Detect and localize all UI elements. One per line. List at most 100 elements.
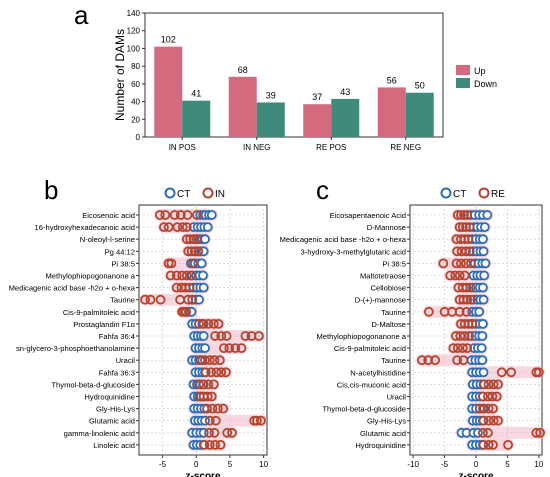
treatment-point [464,331,474,341]
treatment-point [172,222,183,233]
treatment-point [145,294,156,305]
treatment-point [461,246,471,257]
ct-point [477,331,488,341]
bar-down [182,100,211,137]
panel-letter-c: c [316,175,329,205]
metabolite-label: D-Mannose [367,223,406,232]
bar-up [377,87,406,137]
metabolite-label: Prostaglandin F1α [73,320,135,329]
treatment-point [483,379,494,390]
treatment-point [456,210,466,220]
metabolite-label: 16-hydroxyhexadecanoic acid [35,223,135,232]
metabolite-label: Cis-9-palmitoleic acid [334,344,406,353]
treatment-point [438,258,449,269]
x-axis-label: z-score [458,471,493,477]
metabolite-label: Gly-His-Lys [367,417,406,426]
treatment-point [464,222,475,233]
treatment-point [445,270,456,281]
treatment-point [451,258,462,269]
metabolite-label: Medicagenic acid base -h2o + o-hexa [9,284,136,293]
treatment-point [417,355,427,366]
legend-swatch-up [456,65,470,75]
x-tick-label: 5 [228,460,233,469]
metabolite-label: Hydroquinidine [355,441,406,450]
bar-up [303,104,332,137]
metabolite-label: Maltotetraose [360,272,406,281]
bar-value-label: 43 [340,87,350,97]
treatment-point [452,210,463,220]
treatment-point [448,343,459,354]
treatment-point [210,439,221,450]
ct-point [206,210,217,220]
treatment-point [466,258,476,269]
metabolite-label: Uracil [116,356,136,365]
treatment-point [207,403,218,414]
ct-point [480,258,491,269]
treatment-point [535,427,546,438]
treatment-point [211,367,222,378]
treatment-point [185,234,196,245]
y-axis-label-a: Number of DAMs [113,29,127,121]
treatment-point [503,439,513,450]
metabolite-label: 3-hydroxy-3-methylglutaric acid [300,247,406,256]
treatment-point [423,355,434,366]
treatment-point [459,234,470,245]
legend-label-up: Up [474,66,486,76]
ct-point [482,210,493,220]
bar-value-label: 68 [238,65,248,75]
ct-point [194,294,204,305]
treatment-point [478,427,488,438]
treatment-point [203,379,214,390]
treatment-point [199,439,210,450]
treatment-point [456,258,466,269]
treatment-point [200,367,211,378]
ct-point [478,234,488,245]
x-tick-label: -10 [407,460,419,469]
metabolite-label: D-Maltose [371,320,406,329]
metabolite-label: Pi 38:5 [111,259,135,268]
treatment-point [181,306,192,317]
ct-point [478,367,489,378]
metabolite-label: Methylophiopogonanone a [45,272,135,281]
ct-point [200,234,210,245]
bars-a: 102 41 68 39 37 43 56 50 [154,35,434,137]
treatment-point [240,331,251,341]
bar-value-label: 37 [312,92,322,102]
treatment-point [462,210,473,220]
treatment-point [463,234,474,245]
treatment-point [188,234,199,245]
treatment-point [531,427,542,438]
x-tick-label: RE POS [316,143,346,152]
treatment-point [493,415,503,426]
ct-point [478,318,488,329]
y-tick-label: 60 [131,80,140,89]
ct-point [198,331,209,341]
treatment-point [488,403,498,414]
x-tick-label: 10 [259,460,268,469]
treatment-point [461,306,472,317]
treatment-point [204,427,214,438]
treatment-point [192,210,202,220]
bar-value-label: 39 [266,90,276,100]
ct-point [202,222,213,233]
treatment-point [464,246,475,257]
x-tick-label: IN NEG [243,143,271,152]
legend-panel-c: CT RE [440,187,505,200]
plot-frame [138,204,268,456]
treatment-point [165,270,176,281]
x-tick-label: 0 [474,460,479,469]
treatment-point [208,379,219,390]
plot-frame-a [144,12,444,138]
bar-value-label: 41 [191,89,201,99]
metabolite-label: Hydroquinidine [84,393,135,402]
bar-down [331,98,360,137]
treatment-point [488,439,498,450]
legend-label: CT [177,189,190,200]
treatment-point [194,318,204,329]
bar-value-label: 102 [161,35,176,45]
metabolite-label: Glutamic acid [89,417,135,426]
x-tick-label: 10 [534,460,543,469]
treatment-point [202,391,213,402]
treatment-point [458,355,469,366]
